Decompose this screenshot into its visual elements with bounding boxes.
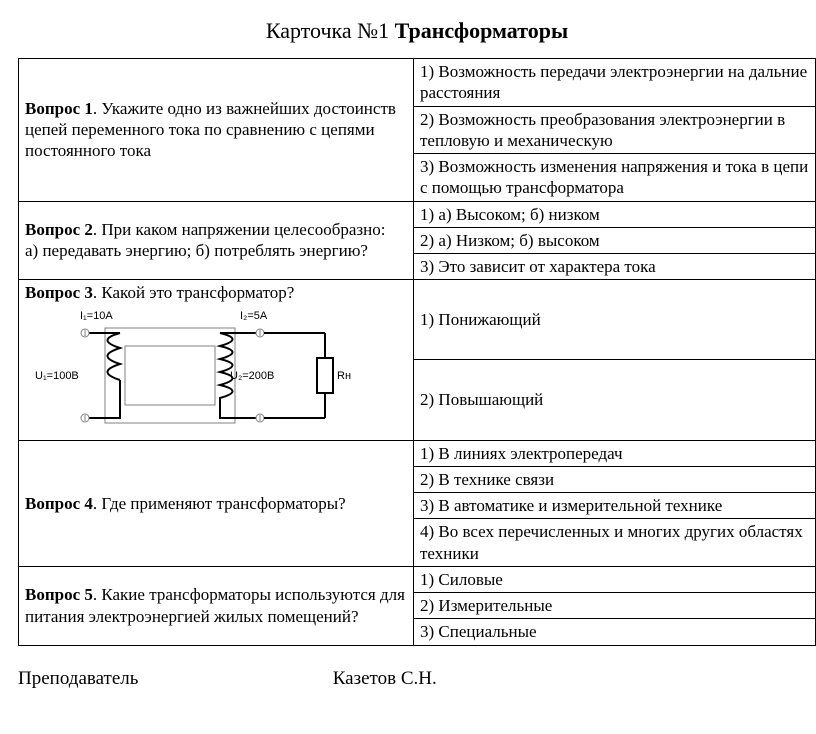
answer-cell: 2) Возможность преобразования электроэне…	[414, 106, 816, 154]
answer-cell: 1) Силовые	[414, 566, 816, 592]
teacher-name: Казетов С.Н.	[333, 668, 437, 689]
diagram-i2-label: I₂=5A	[240, 310, 267, 324]
question-label: Вопрос 1	[25, 99, 93, 118]
answer-cell: 3) Это зависит от характера тока	[414, 254, 816, 280]
answer-cell: 3) Специальные	[414, 619, 816, 645]
answer-cell: 2) а) Низком; б) высоком	[414, 227, 816, 253]
question-label: Вопрос 5	[25, 585, 93, 604]
answer-cell: 2) В технике связи	[414, 466, 816, 492]
answer-cell: 1) Понижающий	[414, 280, 816, 360]
question-text: . Какой это трансформатор?	[93, 283, 294, 302]
page-title: Карточка №1 Трансформаторы	[18, 18, 816, 44]
answer-cell: 1) В линиях электропередач	[414, 440, 816, 466]
title-bold: Трансформаторы	[395, 18, 569, 43]
answer-cell: 1) а) Высоком; б) низком	[414, 201, 816, 227]
question-text: . Где применяют трансформаторы?	[93, 494, 346, 513]
diagram-i1-label: I₁=10A	[80, 310, 113, 324]
answer-cell: 1) Возможность передачи электроэнергии н…	[414, 59, 816, 107]
diagram-u1-label: U₁=100В	[35, 370, 79, 384]
teacher-label: Преподаватель	[18, 668, 328, 690]
question-label: Вопрос 3	[25, 283, 93, 302]
question-cell: Вопрос 3. Какой это трансформатор?	[19, 280, 414, 440]
questions-table: Вопрос 1. Укажите одно из важнейших дост…	[18, 58, 816, 646]
answer-cell: 2) Повышающий	[414, 360, 816, 440]
question-cell: Вопрос 4. Где применяют трансформаторы?	[19, 440, 414, 566]
question-label: Вопрос 4	[25, 494, 93, 513]
footer: Преподаватель Казетов С.Н.	[18, 668, 816, 690]
title-thin: Карточка №1	[266, 18, 395, 43]
answer-cell: 4) Во всех перечисленных и многих других…	[414, 519, 816, 567]
question-cell: Вопрос 5. Какие трансформаторы использую…	[19, 566, 414, 645]
diagram-rn-label: Rн	[337, 370, 351, 384]
answer-cell: 3) В автоматике и измерительной технике	[414, 493, 816, 519]
transformer-diagram: I₁=10A I₂=5A U₁=100В U₂=200В Rн	[25, 308, 355, 438]
answer-cell: 3) Возможность изменения напряжения и то…	[414, 154, 816, 202]
question-label: Вопрос 2	[25, 220, 93, 239]
question-cell: Вопрос 2. При каком напряжении целесообр…	[19, 201, 414, 280]
answer-cell: 2) Измерительные	[414, 593, 816, 619]
diagram-u2-label: U₂=200В	[230, 370, 274, 384]
question-cell: Вопрос 1. Укажите одно из важнейших дост…	[19, 59, 414, 202]
